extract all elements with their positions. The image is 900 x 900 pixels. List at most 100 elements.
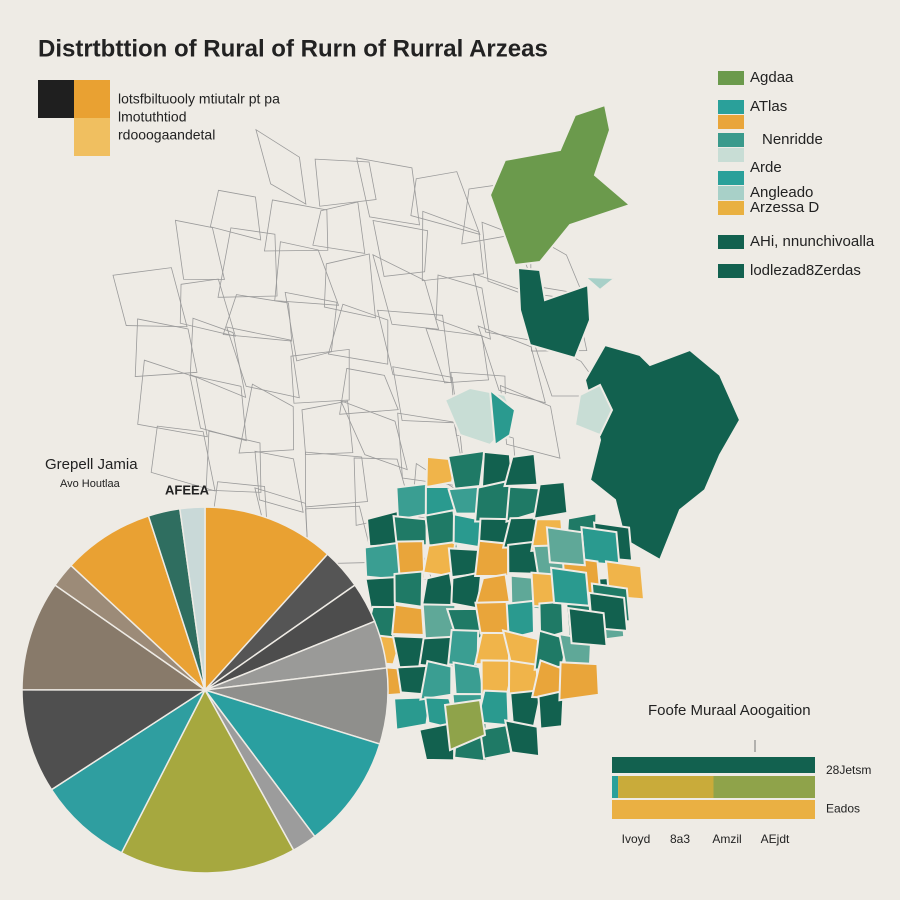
- map-region: [532, 480, 569, 520]
- map-region: [503, 452, 539, 488]
- map-region: [567, 607, 608, 648]
- pie-slice: [204, 506, 329, 692]
- map-region-outline: [425, 328, 489, 384]
- bar-segment: [612, 757, 815, 773]
- map-region-outline: [339, 400, 408, 471]
- bar-segment: [713, 776, 815, 798]
- map-region: [474, 539, 510, 577]
- legend-label: lodlezad8Zerdas: [750, 262, 861, 279]
- bar-title: Foofe Muraal Aoogaition: [648, 702, 811, 719]
- map-region: [395, 540, 426, 580]
- map-region-outline: [217, 227, 278, 298]
- map-region: [419, 659, 453, 701]
- map-region: [537, 689, 565, 730]
- map-region-outline: [304, 451, 368, 508]
- map-region-outline: [421, 210, 484, 282]
- map-region-outline: [301, 400, 354, 455]
- legend-label: Arzessa D: [750, 199, 819, 216]
- pie-slice: [21, 584, 208, 691]
- bar-axis-label: Amzil: [712, 832, 741, 846]
- map-region: [505, 599, 536, 641]
- legend-label: Nenridde: [762, 131, 823, 148]
- legend-label: Arde: [750, 159, 782, 176]
- map-region: [425, 455, 456, 489]
- map-region-outline: [312, 201, 366, 254]
- legend-label: AHi, nnunchivoalla: [750, 233, 875, 250]
- map-region-outline: [372, 219, 429, 277]
- map-region-outline: [263, 199, 329, 252]
- map-region: [549, 566, 591, 607]
- bar-segment: [618, 776, 714, 798]
- legend-swatch: [718, 100, 744, 114]
- legend-swatch: [718, 148, 744, 162]
- legend-swatch: [718, 133, 744, 147]
- map-region-outline: [327, 303, 389, 365]
- map-region-outline: [254, 450, 304, 513]
- map-region: [395, 482, 428, 521]
- bar-axis-label: Ivoyd: [622, 832, 651, 846]
- map-region-outline: [323, 253, 376, 319]
- map-region: [391, 603, 425, 637]
- map-region-outline: [274, 241, 340, 306]
- map-region: [582, 275, 618, 292]
- map-region-outline: [477, 325, 546, 404]
- legend-label: ATlas: [750, 98, 787, 115]
- bar-axis-label: 8a3: [670, 832, 690, 846]
- legend-swatch: [718, 115, 744, 129]
- map-region: [516, 266, 592, 360]
- legend-swatch: [718, 171, 744, 185]
- map-region-outline: [179, 278, 236, 337]
- legend-label: Angleado: [750, 184, 813, 201]
- map-region-outline: [290, 348, 350, 404]
- legend-label: Agdaa: [750, 69, 794, 86]
- map-region: [583, 343, 742, 562]
- map-region-outline: [205, 430, 262, 493]
- map-region: [393, 570, 424, 608]
- pie-slice: [21, 688, 208, 791]
- key-text: rdooogaandetal: [118, 127, 215, 143]
- bar-category-label: Eados: [826, 802, 860, 816]
- map-region-outline: [112, 267, 188, 328]
- map-region-outline: [134, 318, 198, 378]
- bar-category-label: 28Jetsm: [826, 763, 871, 777]
- map-region: [558, 661, 600, 702]
- map-region-outline: [209, 189, 262, 241]
- map-region: [545, 526, 586, 567]
- map-region: [393, 696, 432, 731]
- map-region: [443, 698, 487, 752]
- legend-swatch: [718, 71, 744, 85]
- map-region-outline: [222, 294, 293, 342]
- map-region-outline: [174, 219, 225, 280]
- pie-subtitle: Avo Houtlaa: [60, 478, 121, 490]
- map-region: [420, 571, 457, 608]
- key-swatch: [38, 80, 74, 118]
- pie-annotation: AFEEA: [165, 482, 210, 497]
- key-text: lmotuthtiod: [118, 109, 186, 125]
- map-region-outline: [189, 317, 247, 398]
- map-region: [488, 103, 632, 267]
- map-region: [446, 449, 486, 490]
- legend-swatch: [718, 235, 744, 249]
- map-region-outline: [356, 157, 420, 226]
- pie-slice: [69, 514, 207, 693]
- map-region-outline: [314, 158, 377, 207]
- pie-slice: [120, 688, 295, 874]
- page-title: Distrtbttion of Rural of Rurn of Rurral …: [38, 35, 548, 62]
- map-region-outline: [339, 367, 399, 415]
- map-region: [392, 515, 428, 549]
- legend-swatch: [718, 264, 744, 278]
- map-region-outline: [189, 374, 247, 442]
- map-region: [503, 719, 541, 758]
- bar-segment: [612, 800, 815, 819]
- map-region-outline: [238, 383, 295, 454]
- map-region-outline: [226, 326, 300, 399]
- map-region: [488, 387, 517, 447]
- key-swatch: [74, 80, 110, 118]
- pie-slice: [178, 506, 206, 691]
- key-swatch: [74, 118, 110, 156]
- legend-swatch: [718, 186, 744, 200]
- map: [112, 103, 742, 763]
- map-region-outline: [372, 253, 440, 330]
- pie-slice: [50, 687, 207, 854]
